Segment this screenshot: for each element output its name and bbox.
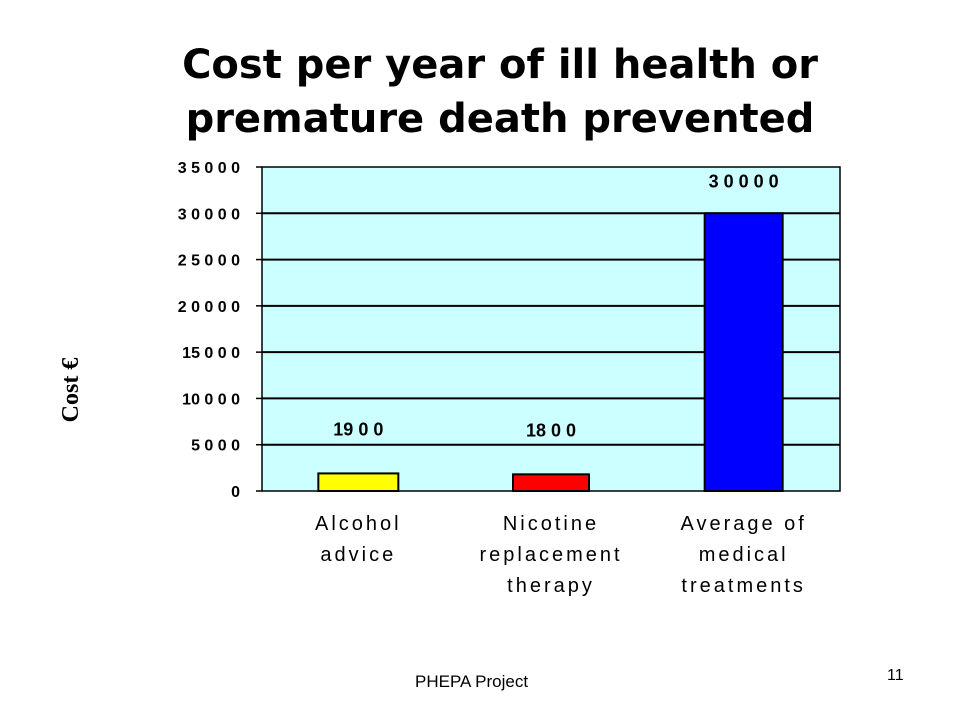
y-tick-label: 10 0 0 0	[182, 391, 240, 408]
data-label: 3 0 0 0 0	[709, 171, 779, 191]
y-tick-label: 3 0 0 0 0	[178, 206, 240, 223]
y-tick-label: 3 5 0 0 0	[178, 160, 240, 177]
value-labels: 19 0 0 18 0 0 3 0 0 0 0	[333, 171, 778, 440]
data-label: 19 0 0	[333, 419, 383, 439]
y-tick-label: 0	[231, 484, 240, 501]
y-axis-label: Cost €	[58, 358, 84, 423]
y-tick-label: 15 0 0 0	[182, 345, 240, 362]
chart-title: Cost per year of ill health or premature…	[0, 38, 960, 146]
y-tick-label: 2 0 0 0 0	[178, 299, 240, 316]
x-tick-label: treatments	[681, 575, 805, 597]
x-axis-labels: Alcohol advice Nicotine replacement therapy A…	[315, 513, 806, 597]
x-tick-label: Average of	[680, 513, 806, 535]
bar	[512, 473, 590, 492]
x-tick-label: therapy	[507, 575, 595, 597]
x-tick-label: replacement	[479, 544, 622, 566]
y-tick-label: 2 5 0 0 0	[178, 253, 240, 270]
x-tick-label: Alcohol	[315, 513, 402, 535]
title-line-2: premature death prevented	[185, 96, 815, 142]
y-axis-ticks: 0 5 0 0 0 10 0 0 0 15 0 0 0 2 0 0 0 0 2 5 0 0…	[178, 160, 262, 501]
x-tick-label: advice	[320, 544, 396, 566]
page-number: 11	[887, 667, 904, 684]
y-tick-label: 5 0 0 0	[191, 438, 240, 455]
x-tick-label: Nicotine	[503, 513, 599, 535]
title-line-1: Cost per year of ill health or	[182, 42, 818, 88]
bar	[317, 472, 400, 493]
data-label: 18 0 0	[526, 420, 576, 440]
bars	[317, 212, 784, 493]
x-tick-label: medical	[699, 544, 789, 566]
footer-text: PHEPA Project	[415, 672, 529, 691]
bar	[703, 212, 784, 493]
